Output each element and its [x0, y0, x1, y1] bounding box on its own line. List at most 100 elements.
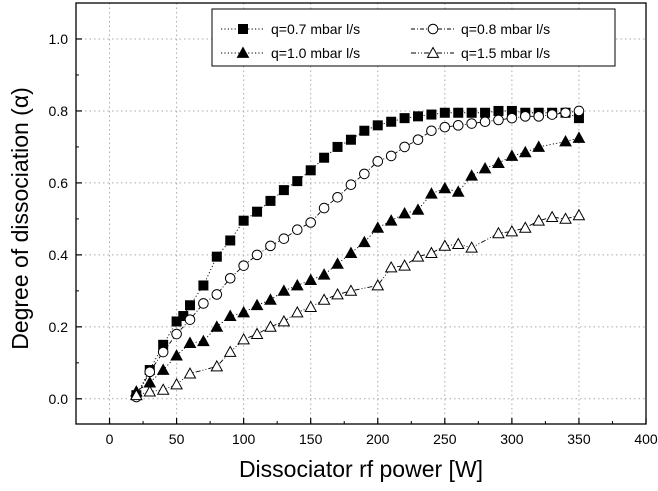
data-point — [238, 215, 249, 226]
y-tick-label: 0.0 — [49, 391, 69, 407]
legend-label: q=0.8 mbar l/s — [461, 21, 550, 37]
data-point — [265, 240, 276, 252]
data-point — [332, 192, 343, 203]
data-point — [465, 241, 478, 253]
data-point — [224, 272, 236, 284]
data-point — [318, 202, 330, 214]
data-point — [331, 257, 344, 269]
data-point — [413, 111, 423, 122]
data-point — [264, 320, 277, 332]
data-point — [265, 195, 276, 206]
data-point — [183, 367, 197, 379]
data-point — [398, 206, 411, 219]
x-tick-label: 0 — [106, 431, 114, 447]
data-point — [425, 187, 438, 199]
data-point — [317, 293, 331, 305]
data-point — [493, 114, 504, 126]
data-point — [237, 305, 250, 318]
data-point — [411, 250, 425, 262]
data-point — [250, 327, 264, 339]
data-point — [156, 363, 170, 375]
data-point — [466, 118, 477, 129]
y-tick-label: 1.0 — [49, 31, 69, 47]
x-tick-label: 350 — [567, 431, 591, 447]
data-point — [290, 305, 304, 318]
data-point — [371, 278, 385, 291]
data-point — [493, 105, 504, 116]
legend-label: q=1.5 mbar l/s — [461, 45, 550, 61]
data-point — [573, 105, 585, 117]
x-tick-label: 300 — [500, 431, 524, 447]
data-point — [358, 235, 371, 248]
legend-marker — [236, 46, 250, 58]
data-point — [183, 336, 197, 348]
data-point — [399, 141, 410, 153]
data-point — [198, 280, 209, 291]
y-tick-label: 0.2 — [49, 319, 69, 335]
data-point — [210, 320, 224, 332]
series-4 — [130, 208, 586, 401]
data-point — [223, 309, 237, 321]
data-point — [533, 111, 545, 122]
data-point — [384, 214, 398, 226]
data-point — [519, 111, 531, 122]
data-point — [223, 345, 237, 357]
data-point — [304, 273, 318, 285]
series-1 — [131, 105, 584, 401]
data-point — [170, 349, 183, 361]
y-tick-label: 0.6 — [49, 175, 69, 191]
data-point — [439, 121, 451, 133]
data-point — [372, 120, 383, 131]
data-point — [411, 203, 425, 215]
data-point — [198, 298, 209, 309]
data-point — [305, 165, 316, 176]
data-point — [480, 107, 491, 118]
y-axis-title: Degree of dissociation (α) — [7, 87, 33, 350]
data-point — [559, 135, 572, 147]
data-point — [238, 260, 249, 271]
data-point — [237, 332, 250, 345]
data-point — [439, 107, 450, 118]
series-2 — [131, 105, 585, 403]
data-point — [278, 185, 289, 196]
data-point — [438, 239, 452, 251]
data-point — [225, 235, 236, 246]
data-point — [560, 107, 571, 119]
data-point — [197, 334, 210, 347]
data-point — [359, 168, 370, 180]
x-tick-label: 100 — [232, 431, 256, 447]
data-point — [211, 289, 223, 300]
data-point — [492, 226, 505, 239]
data-point — [291, 224, 303, 235]
data-point — [545, 210, 559, 222]
legend-marker — [427, 23, 439, 35]
data-point — [506, 112, 518, 124]
data-point — [438, 181, 452, 194]
x-tick-label: 150 — [299, 431, 323, 447]
legend-entry: q=1.5 mbar l/s — [411, 45, 550, 61]
axes: 0 50 100 150 200 250 300 350 400 0.0 0.2 0.4 0.6 0.8 1… — [49, 31, 658, 447]
data-point — [144, 366, 156, 378]
data-point — [278, 233, 290, 244]
data-point — [210, 359, 224, 372]
data-point — [317, 268, 331, 280]
legend-box — [211, 8, 616, 67]
data-point — [185, 300, 195, 311]
data-point — [451, 185, 465, 197]
y-tick-label: 0.8 — [49, 103, 69, 119]
data-point — [451, 237, 465, 249]
data-point — [371, 221, 385, 233]
data-point — [290, 278, 304, 291]
data-point — [170, 377, 183, 390]
data-point — [332, 141, 343, 152]
x-tick-label: 400 — [634, 431, 658, 447]
data-point — [492, 156, 505, 169]
data-point — [305, 217, 317, 228]
x-axis-title: Dissociator rf power [W] — [239, 456, 483, 482]
data-point — [532, 140, 546, 152]
plot-frame — [75, 2, 647, 425]
legend-label: q=1.0 mbar l/s — [271, 45, 360, 61]
data-point — [505, 224, 519, 237]
